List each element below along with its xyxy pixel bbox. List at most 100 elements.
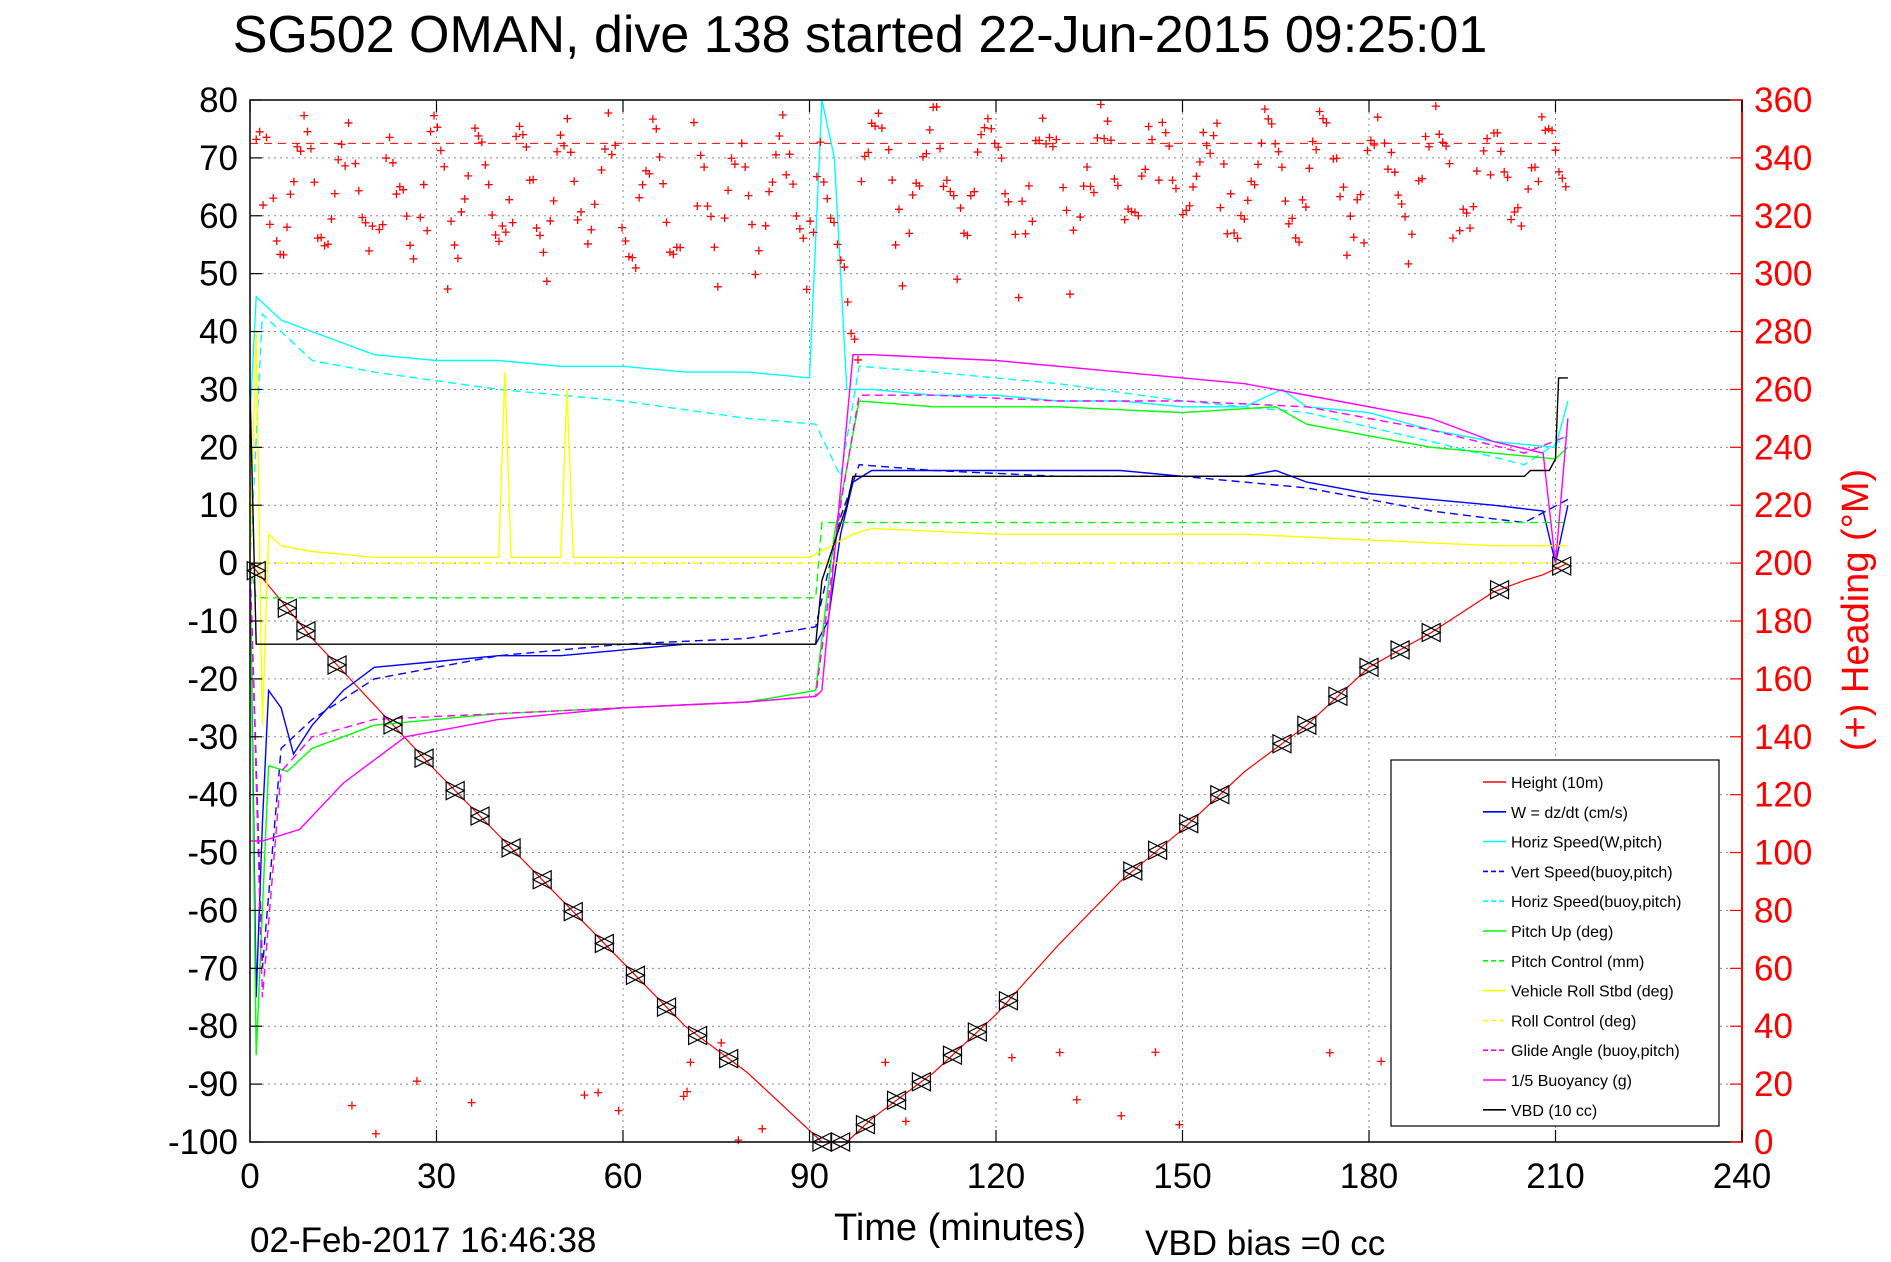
heading-point [498, 221, 507, 230]
heading-point [1103, 117, 1112, 126]
heading-point [491, 230, 500, 239]
heading-point [836, 256, 845, 265]
y-tick-label: 50 [199, 255, 238, 294]
heading-point [447, 217, 456, 226]
legend-entry: Roll Control (deg) [1511, 1013, 1636, 1030]
heading-point [1332, 154, 1341, 163]
waypoint-marker [469, 806, 490, 827]
heading-point [987, 124, 996, 133]
waypoint-marker [326, 655, 347, 675]
heading-point [1524, 184, 1533, 193]
heading-point [1301, 203, 1310, 212]
heading-point [611, 141, 620, 150]
heading-point [265, 220, 274, 229]
heading-point [1424, 142, 1433, 151]
heading-point [1199, 128, 1208, 137]
heading-point [853, 355, 862, 364]
heading-point [324, 240, 333, 249]
heading-point [1247, 177, 1256, 186]
heading-point [1356, 190, 1365, 199]
waypoint-marker [276, 598, 297, 619]
heading-point [638, 180, 647, 189]
heading-point [1517, 222, 1526, 231]
heading-point [1028, 217, 1037, 226]
heading-point [795, 224, 804, 233]
waypoint-marker [1296, 715, 1317, 736]
heading-point [901, 1117, 910, 1126]
heading-point [501, 228, 510, 237]
heading-point [1394, 191, 1403, 200]
heading-point [1076, 213, 1085, 222]
heading-point [857, 177, 866, 186]
heading-point [293, 142, 302, 151]
heading-point [1551, 146, 1560, 155]
waypoint-marker [245, 560, 266, 581]
y-tick-label: -50 [187, 834, 238, 873]
heading-point [327, 214, 336, 223]
x-tick-label: 240 [1713, 1157, 1771, 1196]
heading-point [765, 187, 774, 196]
y2-tick-label: 240 [1754, 428, 1812, 467]
x-tick-label: 180 [1340, 1157, 1398, 1196]
heading-point [1459, 205, 1468, 214]
heading-point [419, 180, 428, 189]
heading-point [252, 135, 261, 144]
heading-point [1035, 136, 1044, 145]
x-tick-labels: 0 30 60 90 120 150 180 210 240 [240, 1157, 1771, 1196]
heading-point [1284, 219, 1293, 228]
x-tick-label: 150 [1153, 1157, 1211, 1196]
heading-point [529, 175, 538, 184]
heading-point [1233, 234, 1242, 243]
heading-point [686, 1058, 695, 1067]
x-tick-label: 0 [240, 1157, 259, 1196]
heading-point [734, 1136, 743, 1145]
heading-point [905, 229, 914, 238]
heading-point [1315, 107, 1324, 116]
y2-tick-label: 280 [1754, 313, 1812, 352]
heading-point [1541, 126, 1550, 135]
y2-tick-label: 120 [1754, 776, 1812, 815]
waypoint-marker [1420, 622, 1441, 643]
heading-point [1383, 165, 1392, 174]
y2-tick-label: 100 [1754, 834, 1812, 873]
heading-point [1206, 149, 1215, 158]
heading-point [717, 1038, 726, 1047]
y2-tick-label: 340 [1754, 139, 1812, 178]
heading-point [436, 146, 445, 155]
y2-tick-label: 220 [1754, 486, 1812, 525]
heading-point [806, 217, 815, 226]
heading-point [464, 171, 473, 180]
heading-point [1072, 1095, 1081, 1104]
heading-point [354, 186, 363, 195]
heading-point [1178, 210, 1187, 219]
heading-point [1435, 130, 1444, 139]
heading-point [385, 133, 394, 142]
heading-point [1004, 197, 1013, 206]
heading-point [720, 214, 729, 223]
heading-point [949, 191, 958, 200]
waypoint-marker [1389, 639, 1410, 660]
heading-point [983, 114, 992, 123]
heading-point [1240, 215, 1249, 224]
heading-point [645, 169, 654, 178]
waypoint-marker [656, 997, 677, 1018]
heading-point [1342, 251, 1351, 260]
heading-point [871, 122, 880, 131]
waypoint-marker [1147, 840, 1168, 861]
heading-point [1148, 135, 1157, 144]
heading-point [508, 218, 517, 227]
heading-point [864, 148, 873, 157]
heading-point [802, 285, 811, 294]
heading-point [1544, 124, 1553, 133]
heading-point [303, 127, 312, 136]
heading-point [1380, 139, 1389, 148]
timestamp-footer: 02-Feb-2017 16:46:38 [250, 1221, 596, 1260]
heading-point [840, 263, 849, 272]
heading-point [956, 203, 965, 212]
heading-point [1117, 1111, 1126, 1120]
heading-point [1442, 142, 1451, 151]
waypoint-marker [625, 965, 646, 986]
heading-point [614, 1106, 623, 1115]
heading-point [1011, 230, 1020, 239]
